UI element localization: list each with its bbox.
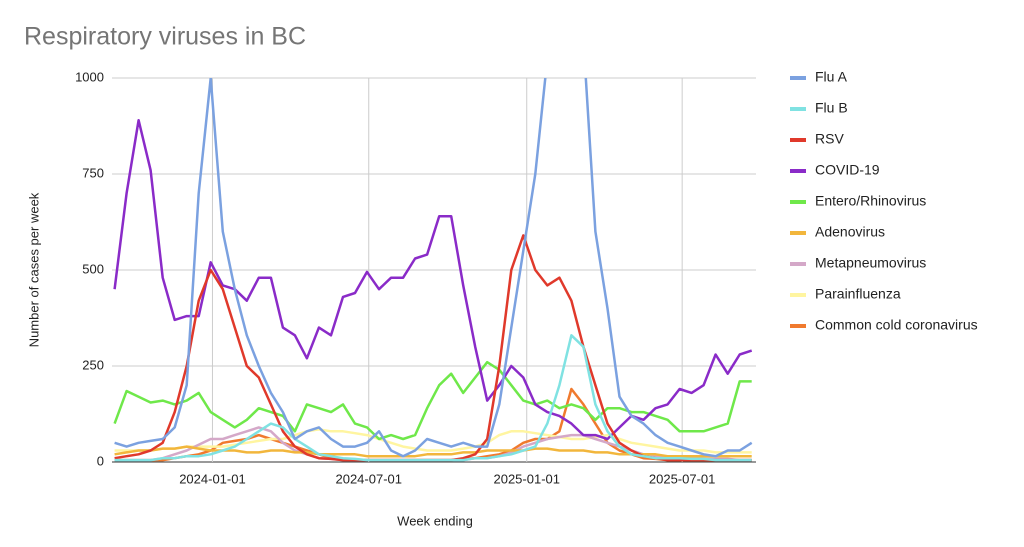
legend-label: Flu B (815, 100, 848, 116)
legend-label: COVID-19 (815, 162, 880, 178)
y-tick-label: 1000 (75, 69, 104, 84)
series-line (114, 428, 752, 454)
legend-label: Flu A (815, 69, 848, 85)
series-line (114, 334, 752, 462)
series-line (114, 234, 752, 462)
y-tick-label: 0 (97, 453, 104, 468)
legend-label: Metapneumovirus (815, 255, 926, 271)
legend-label: Adenovirus (815, 224, 885, 240)
x-tick-label: 2025-07-01 (649, 471, 716, 486)
series-line (114, 78, 753, 458)
legend-label: Common cold coronavirus (815, 317, 978, 333)
legend-label: Entero/Rhinovirus (815, 193, 926, 209)
x-tick-label: 2025-01-01 (493, 471, 560, 486)
grid: 0 250 500 750 1000 2024-01-01 2024-07-01 2025-0… (75, 69, 756, 486)
chart-title: Respiratory viruses in BC (24, 23, 306, 51)
legend-label: Parainfluenza (815, 286, 901, 302)
y-tick-label: 750 (82, 165, 104, 180)
legend: Flu A Flu B RSV COVID-19 Entero/Rhinovirus Ad… (790, 69, 978, 333)
y-tick-label: 250 (82, 357, 104, 372)
y-tick-label: 500 (82, 261, 104, 276)
series-line (113, 118, 753, 441)
x-tick-label: 2024-01-01 (179, 471, 246, 486)
x-axis-label: Week ending (397, 513, 473, 528)
legend-label: RSV (815, 131, 844, 147)
x-tick-label: 2024-07-01 (335, 471, 402, 486)
series-line (113, 360, 752, 441)
y-axis-label: Number of cases per week (26, 192, 41, 347)
plot-area (113, 78, 753, 462)
